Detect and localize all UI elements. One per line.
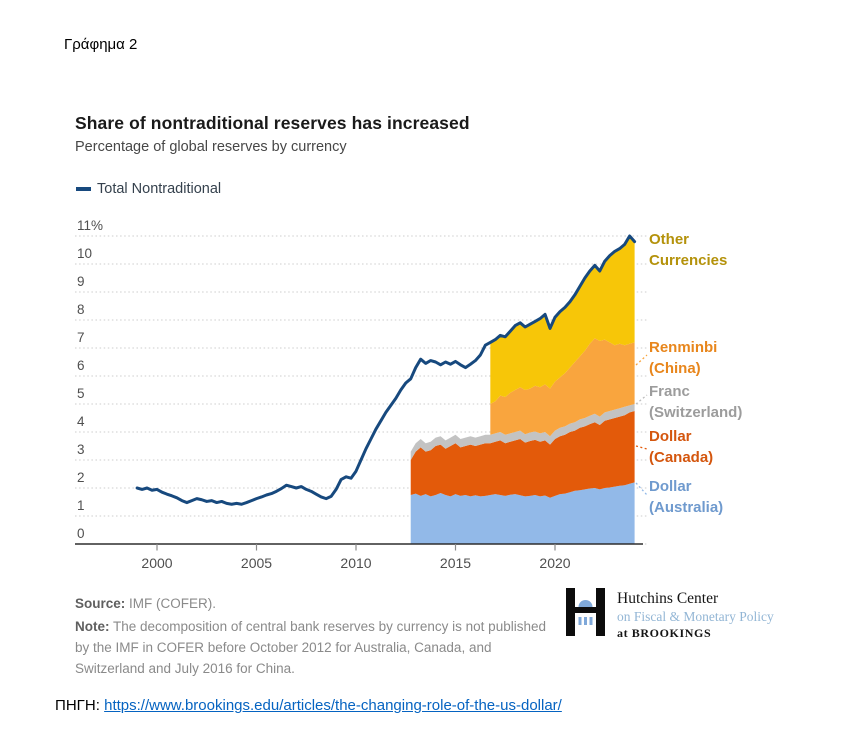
source-text: IMF (COFER). <box>125 596 217 611</box>
chart-subtitle: Percentage of global reserves by currenc… <box>75 139 347 155</box>
document-source-row: ΠΗΓΗ: https://www.brookings.edu/articles… <box>55 697 562 714</box>
area-label-dollar-australia: Dollar (Australia) <box>649 478 724 516</box>
y-axis-tick-label: 10 <box>77 246 92 261</box>
chart-note: Note: The decomposition of central bank … <box>75 616 550 679</box>
total-nontraditional-line-swatch <box>76 187 91 191</box>
legend-label: Total Nontraditional <box>97 181 222 197</box>
area-renminbi-china- <box>490 338 635 437</box>
x-axis-tick-label: 2015 <box>440 555 471 571</box>
hutchins-h-icon <box>566 588 605 636</box>
source-link[interactable]: https://www.brookings.edu/articles/the-c… <box>104 697 562 714</box>
total-nontraditional-line <box>135 234 637 506</box>
x-axis-tick-label: 2000 <box>141 555 172 571</box>
x-axis-tick-label: 2020 <box>539 555 570 571</box>
hutchins-center-logo: Hutchins Center on Fiscal & Monetary Pol… <box>566 588 774 642</box>
y-axis-tick-label: 6 <box>77 358 85 373</box>
y-axis-tick-label: 1 <box>77 498 85 513</box>
x-axis-tick-label: 2005 <box>241 555 272 571</box>
y-axis-tick-label: 8 <box>77 302 85 317</box>
area-dollar-canada- <box>410 411 635 498</box>
note-text: The decomposition of central bank reserv… <box>75 619 546 676</box>
y-axis-tick-label: 3 <box>77 442 85 457</box>
reserves-chart: 0 1 2 3 4 5 6 7 8 9 10 11% 2000 2005 2010 2015 2020 <box>0 205 856 585</box>
area-label-renminbi-china: Renminbi (China) <box>649 339 718 377</box>
chart-canvas: 0 1 2 3 4 5 6 7 8 9 10 11% 2000 2005 2010 2015 2020 <box>75 218 648 571</box>
y-axis-tick-label: 5 <box>77 386 85 401</box>
y-axis-tick-label: 4 <box>77 414 85 429</box>
source-prefix: Source: <box>75 596 126 611</box>
chart-footnote: Source: IMF (COFER). Note: The decomposi… <box>75 593 550 679</box>
y-axis-tick-label: 9 <box>77 274 85 289</box>
figure-label: Γράφημα 2 <box>64 36 138 53</box>
y-axis-tick-label: 7 <box>77 330 85 345</box>
chart-title: Share of nontraditional reserves has inc… <box>75 113 470 133</box>
y-axis-tick-label: 11% <box>77 218 103 233</box>
area-other-currencies <box>490 236 635 404</box>
area-label-other-currencies: Other Currencies <box>649 231 728 269</box>
chart-source: Source: IMF (COFER). <box>75 593 550 614</box>
y-axis-tick-label: 2 <box>77 470 85 485</box>
logo-text: Hutchins Center on Fiscal & Monetary Pol… <box>617 588 774 642</box>
chart-legend: Total Nontraditional <box>76 181 221 197</box>
area-label-dollar-canada: Dollar (Canada) <box>649 428 714 466</box>
y-axis-tick-label: 0 <box>77 526 85 541</box>
area-label-franc-switzerland: Franc (Switzerland) <box>649 383 743 421</box>
logo-line-3: at BROOKINGS <box>617 626 712 640</box>
x-axis-tick-label: 2010 <box>340 555 371 571</box>
logo-line-1: Hutchins Center <box>617 590 719 607</box>
source-label: ΠΗΓΗ: <box>55 697 100 714</box>
area-dollar-australia- <box>410 482 635 544</box>
note-prefix: Note: <box>75 619 110 634</box>
logo-line-2: on Fiscal & Monetary Policy <box>617 609 774 624</box>
